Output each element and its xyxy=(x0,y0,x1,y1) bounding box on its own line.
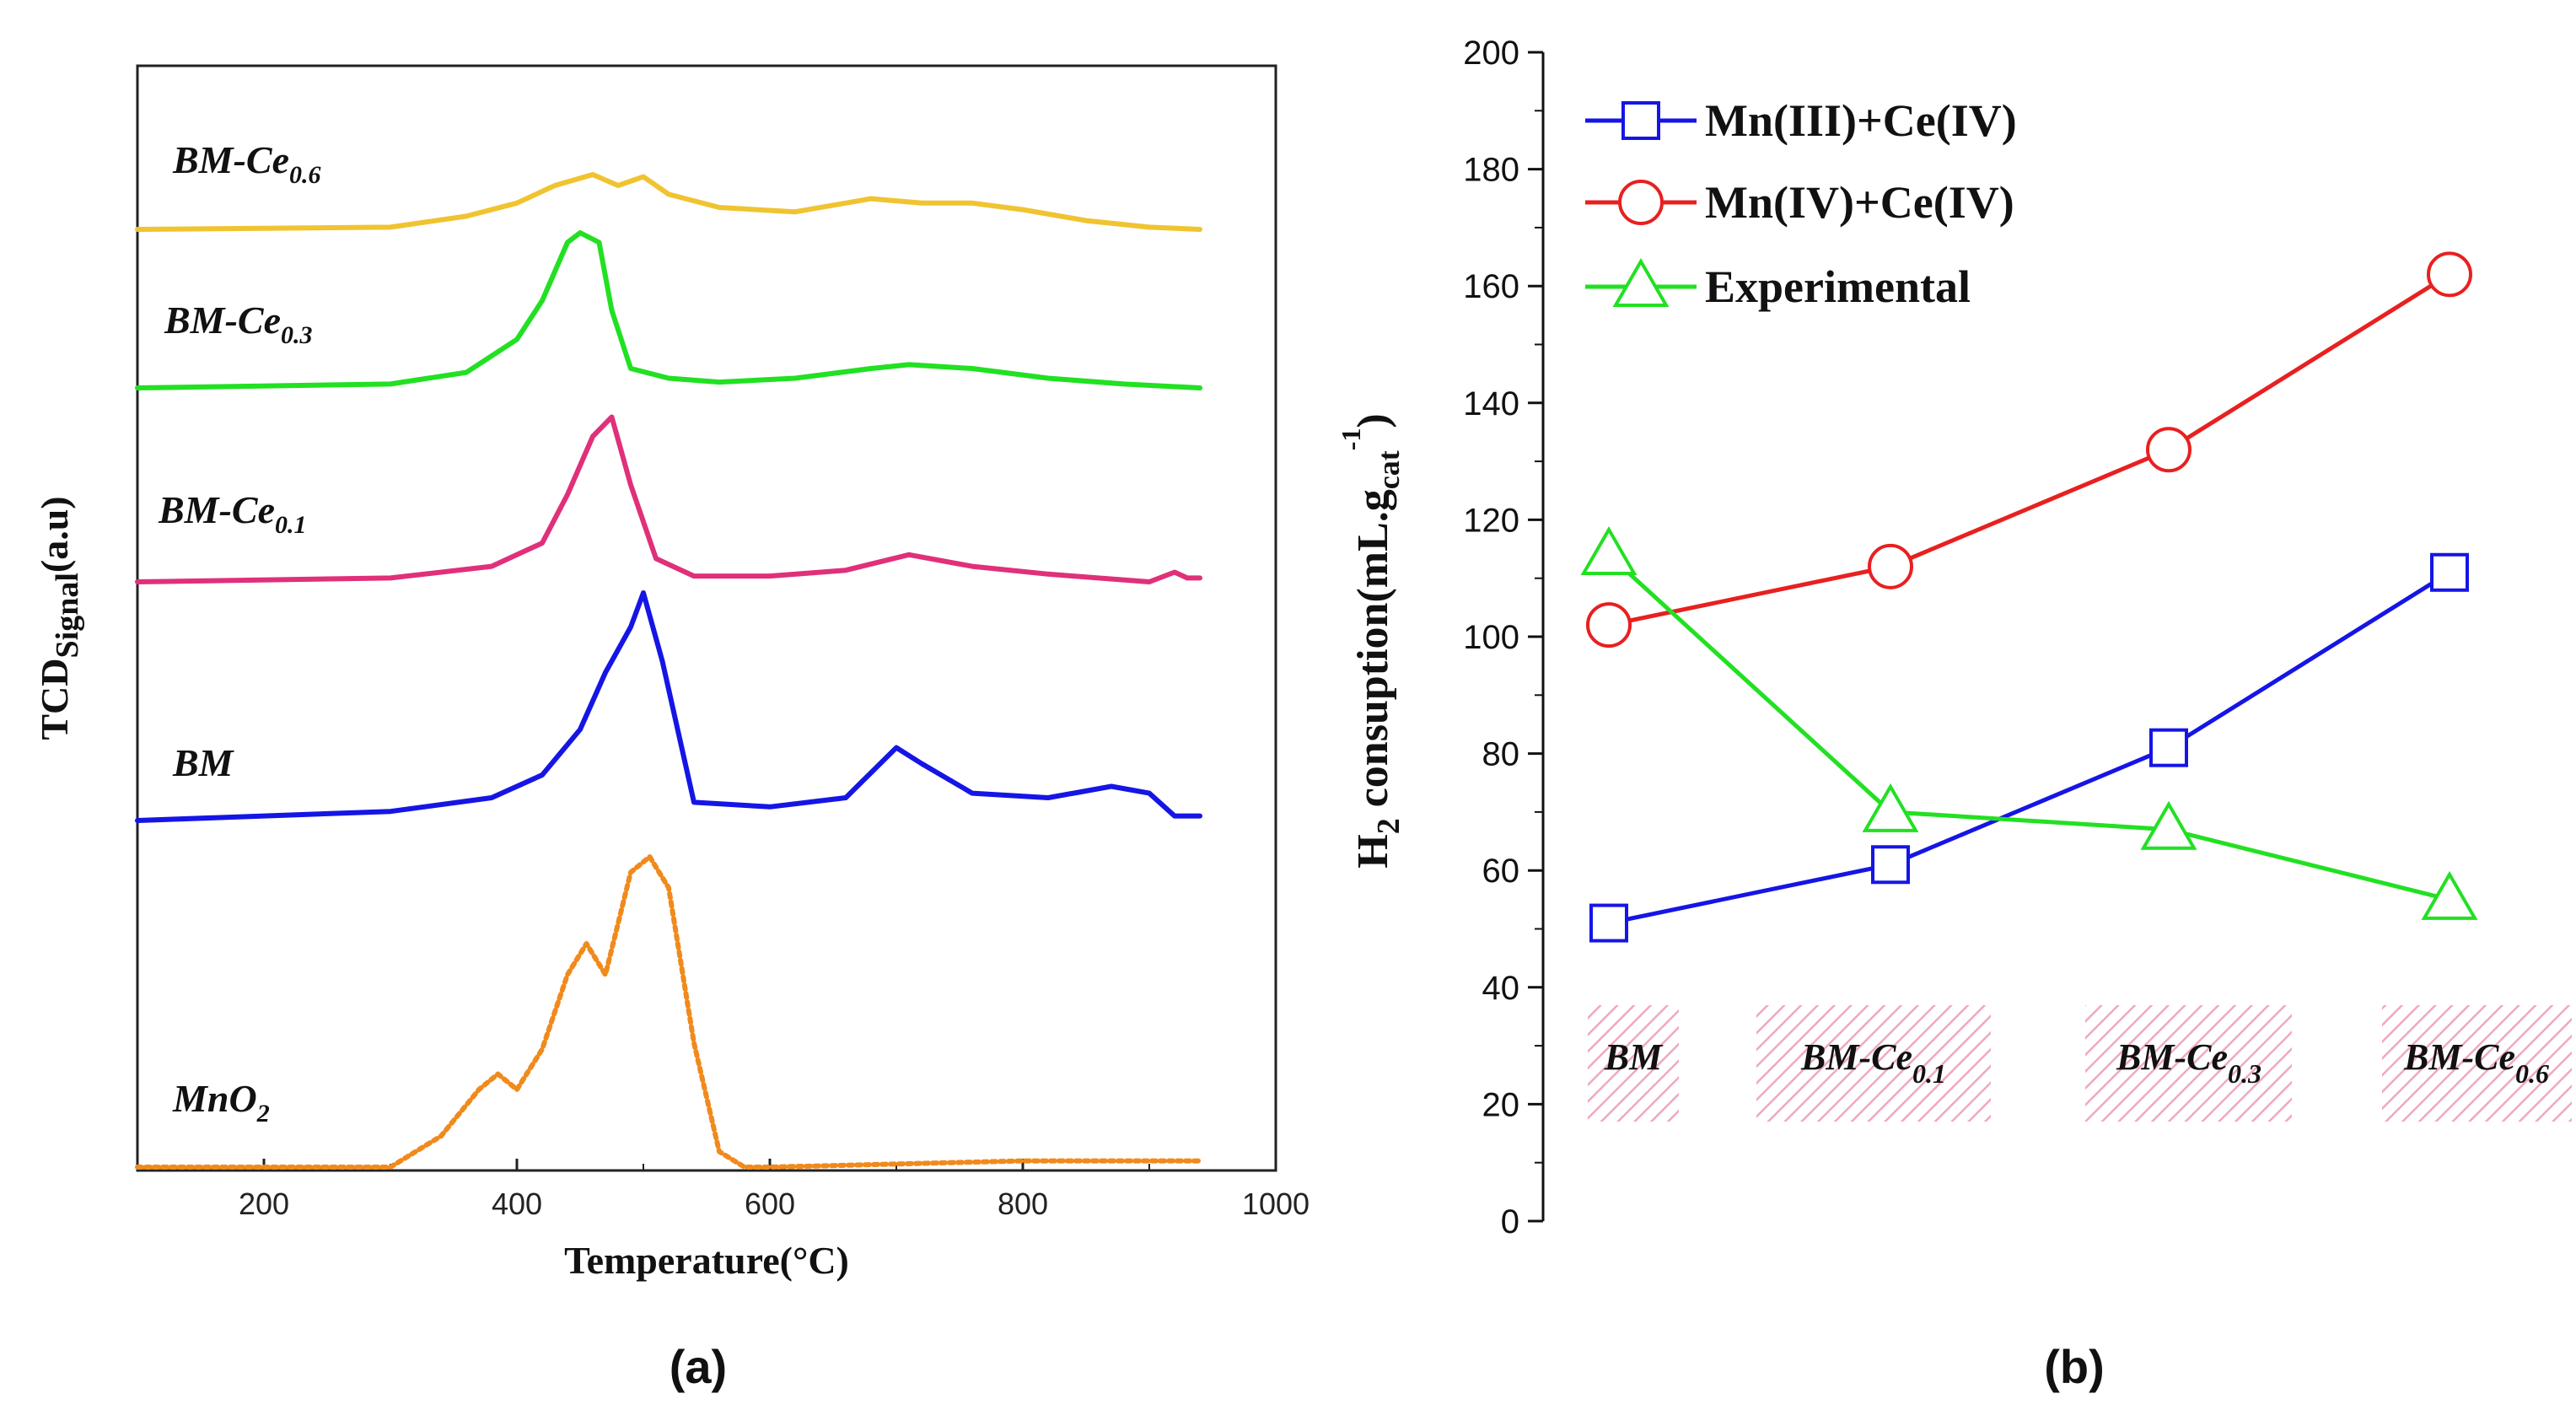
chart-b-legend-label-1: Mn(IV)+Ce(IV) xyxy=(1705,177,2014,228)
chart-a-series-line-1 xyxy=(135,230,1202,390)
chart-b-y-title-end: ) xyxy=(1349,413,1397,428)
panel-label-a: (a) xyxy=(670,1340,727,1393)
chart-b-point-2-0 xyxy=(1580,525,1638,575)
chart-b-point-0-0 xyxy=(1589,903,1628,943)
chart-a-series-line-2 xyxy=(135,414,1202,584)
chart-b-series xyxy=(1580,251,2478,943)
chart-b-categories: BM BM-Ce0.1 BM-Ce0.3 BM-Ce0.6 xyxy=(1588,1005,2572,1122)
chart-b-series-line-2 xyxy=(1607,553,2450,902)
chart-a-x-tick-label-1: 400 xyxy=(492,1187,542,1221)
chart-a-series-line-0 xyxy=(135,172,1202,232)
chart-a-x-tick-label-4: 1000 xyxy=(1242,1187,1310,1221)
chart-b-legend-marker-2 xyxy=(1612,257,1670,307)
chart-b-point-1-0 xyxy=(1586,602,1632,648)
chart-a-frame xyxy=(136,64,1277,1172)
chart-b-series-line-1 xyxy=(1608,272,2451,627)
chart-b-y-title-sub2: cat xyxy=(1372,450,1406,489)
chart-b-y-tick-label-3: 60 xyxy=(1482,853,1520,890)
panel-label-b: (b) xyxy=(2044,1340,2105,1393)
chart-b-y-tick-label-8: 160 xyxy=(1463,268,1519,305)
chart-b-y-title-sup: -1 xyxy=(1336,428,1366,451)
chart-b-point-0-1 xyxy=(1871,845,1910,885)
chart-b-point-0-2 xyxy=(2149,728,2188,767)
chart-b-point-1-2 xyxy=(2146,427,2191,473)
chart-a-series-line-3 xyxy=(135,590,1202,823)
chart-b-category-label-3: BM-Ce0.6 xyxy=(2403,1036,2549,1089)
chart-b-y-tick-label-0: 0 xyxy=(1501,1203,1519,1240)
chart-b-legend-marker-0 xyxy=(1621,101,1660,140)
chart-b-point-0-3 xyxy=(2430,552,2469,592)
chart-a-x-ticks: 200 400 600 800 1000 xyxy=(137,1159,1310,1221)
chart-a: 200 400 600 800 1000 BM-Ce0.6BM-Ce0.3BM-Ce0.… xyxy=(33,64,1310,1393)
chart-a-y-title-main: TCD xyxy=(33,659,76,740)
chart-b-point-1-1 xyxy=(1868,543,1913,589)
chart-b-y-tick-label-7: 140 xyxy=(1463,385,1519,422)
chart-b-legend-marker-1 xyxy=(1618,180,1664,225)
chart-a-series-label-1: BM-Ce0.3 xyxy=(164,299,313,349)
chart-a-series-line-4 xyxy=(135,854,1202,1170)
chart-a-y-title-sub: Signal xyxy=(50,573,85,658)
chart-b-category-label-1: BM-Ce0.1 xyxy=(1800,1036,1946,1089)
chart-b-category-box-2 xyxy=(2085,1005,2292,1122)
chart-a-series-label-3: BM xyxy=(172,741,235,784)
chart-b-y-tick-label-5: 100 xyxy=(1463,619,1519,656)
chart-b-y-title: H2 consuption(mL.gcat -1) xyxy=(1336,413,1406,868)
chart-b-point-2-1 xyxy=(1862,783,1919,832)
chart-b-y-tick-label-2: 40 xyxy=(1482,970,1520,1007)
chart-b-legend-label-0: Mn(III)+Ce(IV) xyxy=(1705,95,2017,146)
chart-b-point-1-3 xyxy=(2427,251,2472,298)
chart-b-y-tick-label-9: 180 xyxy=(1463,152,1519,189)
chart-a-y-title: TCDSignal(a.u) xyxy=(33,496,85,740)
chart-a-x-tick-label-0: 200 xyxy=(239,1187,289,1221)
chart-b-legend: Mn(III)+Ce(IV) Mn(IV)+Ce(IV) Experimental xyxy=(1585,95,2017,312)
chart-b-y-tick-label-4: 80 xyxy=(1482,736,1520,773)
chart-b-y-tick-label-10: 200 xyxy=(1463,35,1519,72)
chart-b-point-2-3 xyxy=(2421,870,2478,920)
chart-b-y-ticks: 0 20 40 60 80 100 120 140 160 180 200 xyxy=(1463,35,1543,1240)
chart-a-series-label-2: BM-Ce0.1 xyxy=(158,488,307,539)
chart-b-category-label-0: BM xyxy=(1604,1036,1664,1078)
chart-a-x-title: Temperature(°C) xyxy=(564,1239,849,1282)
chart-b-point-2-2 xyxy=(2140,800,2197,850)
chart-b-y-tick-label-1: 20 xyxy=(1482,1086,1520,1123)
chart-b-y-title-main: H xyxy=(1349,834,1397,868)
chart-a-x-tick-label-3: 800 xyxy=(998,1187,1048,1221)
chart-b-series-line-0 xyxy=(1608,570,2451,926)
chart-a-series: BM-Ce0.6 BM-Ce0.3 BM-Ce0.1 BM MnO2 xyxy=(135,138,1202,1170)
chart-a-series-label-0: BM-Ce0.6 xyxy=(172,138,321,189)
chart-b-y-title-sub1: 2 xyxy=(1371,818,1406,834)
chart-a-y-title-unit: (a.u) xyxy=(33,496,76,573)
chart-a-x-tick-label-2: 600 xyxy=(745,1187,795,1221)
chart-b-y-tick-label-6: 120 xyxy=(1463,502,1519,539)
chart-b-legend-label-2: Experimental xyxy=(1705,261,1971,312)
chart-a-series-label-4: MnO2 xyxy=(172,1077,270,1127)
chart-b-category-box-0 xyxy=(1588,1005,1679,1122)
chart-b-category-label-2: BM-Ce0.3 xyxy=(2116,1036,2261,1089)
chart-b-category-box-1 xyxy=(1756,1005,1991,1122)
chart-b-y-title-mid: consuption(mL.g xyxy=(1349,489,1397,818)
chart-b-category-box-3 xyxy=(2382,1005,2572,1122)
